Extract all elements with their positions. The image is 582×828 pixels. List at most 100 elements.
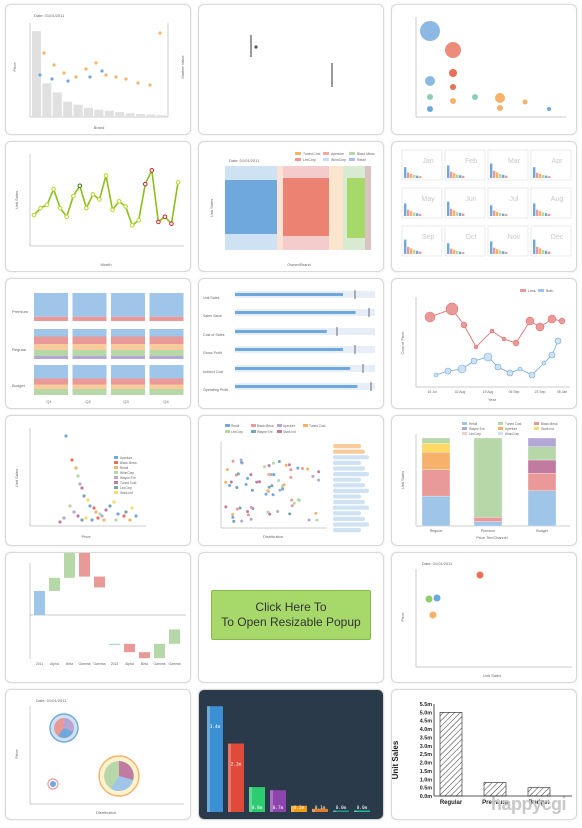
point [263, 465, 267, 469]
point [235, 486, 239, 490]
y-tick: 4.5m [420, 719, 432, 725]
point [102, 518, 106, 522]
waterfall-bar [154, 643, 165, 659]
bar [125, 113, 135, 117]
bar [410, 248, 413, 254]
point [289, 468, 293, 472]
point [235, 507, 239, 511]
segment [527, 437, 557, 447]
segment [111, 389, 145, 395]
x-tick: 06 Sep [509, 390, 520, 394]
legend-swatch [498, 427, 503, 430]
segment [72, 336, 107, 344]
dot [148, 83, 152, 87]
point [277, 459, 281, 463]
segment [527, 446, 557, 461]
bar [413, 212, 416, 216]
chart-tile-scatter-legend[interactable]: Aperture Black Mesa Retail WinnCorp Wayne En… [5, 415, 191, 546]
bar [450, 248, 453, 254]
point [290, 498, 294, 502]
stacked-panel-chart: Premium Regular Budget Q1 Q2 Q3 Q4 [12, 293, 184, 404]
point [58, 520, 62, 524]
bar [493, 170, 496, 178]
segment [34, 316, 68, 321]
bar [333, 810, 349, 812]
dark-bar-chart: 3.4m 2.2m 0.8m 0.7m 0.2m 0.1m 0.0m 0.0m [207, 706, 370, 812]
point [249, 506, 253, 510]
segment [421, 469, 451, 497]
dot [84, 67, 88, 71]
point [289, 475, 293, 479]
category-label: Budget [536, 529, 547, 533]
list-item [333, 466, 365, 471]
segment [149, 316, 184, 321]
point [64, 214, 70, 220]
bar [539, 173, 542, 178]
chart-tile-bubble-line[interactable]: Less Both 16 Jul 02 Aug 19 Aug 06 Sep 23… [391, 278, 577, 409]
point [264, 492, 268, 496]
value-bar [235, 330, 327, 333]
chart-tile-hatched-bars[interactable]: Unit Sales 0.0m 0.5m 1.0m 1.5m 2.0m 2.5m 3.0m 3… [391, 689, 577, 820]
chart-tile-scatter-list[interactable]: Retail Black Mesa Aperture Tuned Cost LexCor… [198, 415, 384, 546]
bar [459, 251, 462, 254]
chart-tile-bar-scatter[interactable]: Date: 01/01/2011 Brand Price Market Valu… [5, 4, 191, 135]
chart-tile-small-multiples[interactable]: Jan Feb Mar Apr May Jun Jul Aug Sep Oct Nov Dec [391, 141, 577, 272]
point [300, 466, 304, 470]
pie-bubble-chart: Date: 01/01/2011 Distribution Price [14, 698, 184, 815]
chart-tile-waterfall[interactable]: 2011 Alpha Beta Gamma Gamma 2013 Alpha Beta Gamm… [5, 552, 191, 683]
point [98, 512, 102, 516]
segment [111, 316, 145, 321]
legend-label: LexCorp [120, 486, 132, 490]
legend-label: Aperture [505, 427, 517, 431]
legend-label: Stark Ind [283, 430, 296, 434]
chart-tile-pie-bubbles[interactable]: Date: 01/01/2011 Distribution Price [5, 689, 191, 820]
point [231, 515, 235, 519]
point [136, 217, 142, 223]
chart-tile-dark-bars[interactable]: 3.4m 2.2m 0.8m 0.7m 0.2m 0.1m 0.0m 0.0m [198, 689, 384, 820]
legend-swatch [225, 430, 230, 433]
chart-tile-stacked-panels[interactable]: Premium Regular Budget Q1 Q2 Q3 Q4 [5, 278, 191, 409]
segment [111, 350, 145, 356]
legend-label: Wayne Ent [257, 430, 273, 434]
bar-highlight [207, 706, 210, 812]
segment [34, 336, 68, 344]
y-tick: 5.0m [420, 710, 432, 716]
point [104, 508, 108, 512]
list-item [333, 522, 369, 527]
row-label: Budget [12, 383, 26, 388]
y-tick: 5.5m [420, 702, 432, 708]
chart-tile-stacked-columns[interactable]: Retail Tuned Cost Black Mesa Wayne Ent Apert… [391, 415, 577, 546]
point [266, 489, 270, 493]
point [88, 504, 92, 508]
open-popup-button[interactable]: Click Here To To Open Resizable Popup [211, 590, 371, 640]
point [175, 180, 181, 185]
legend-label: Aperture [283, 424, 295, 428]
waterfall-bar [169, 629, 180, 644]
legend-label: Tuned Cost [303, 152, 320, 156]
popup-tile[interactable]: Click Here To To Open Resizable Popup [198, 552, 384, 683]
waterfall-bar [124, 643, 135, 653]
chart-tile-bubble-columns[interactable] [391, 4, 577, 135]
bar [548, 251, 551, 254]
list-item [333, 460, 361, 465]
bar-highlight [354, 810, 357, 812]
row-label: Cost of Sales [203, 333, 225, 337]
dot [42, 51, 46, 55]
bar [453, 249, 456, 254]
row-label: Indirect Cost [203, 370, 223, 374]
chart-tile-marimekko[interactable]: Date: 01/01/2011 Tuned Cost Aperture Bla… [198, 141, 384, 272]
simple-scatter-chart: Date: 01/01/2011 Unit Sales Price [400, 561, 572, 678]
chart-tile-error-bars[interactable] [198, 4, 384, 135]
segment [111, 293, 145, 317]
month-label: Feb [465, 158, 477, 165]
chart-tile-line-gradient[interactable]: Month Unit Sales [5, 141, 191, 272]
chart-tile-bullet[interactable]: Unit Sales Sales Value Cost of Sales Gro… [198, 278, 384, 409]
point [149, 168, 155, 173]
bar [542, 212, 545, 216]
month-label: Mar [508, 158, 521, 165]
chart-tile-simple-scatter[interactable]: Date: 01/01/2011 Unit Sales Price [391, 552, 577, 683]
month-label: Jul [510, 196, 519, 203]
segment [72, 356, 107, 359]
bar [539, 211, 542, 216]
bar [505, 175, 508, 178]
